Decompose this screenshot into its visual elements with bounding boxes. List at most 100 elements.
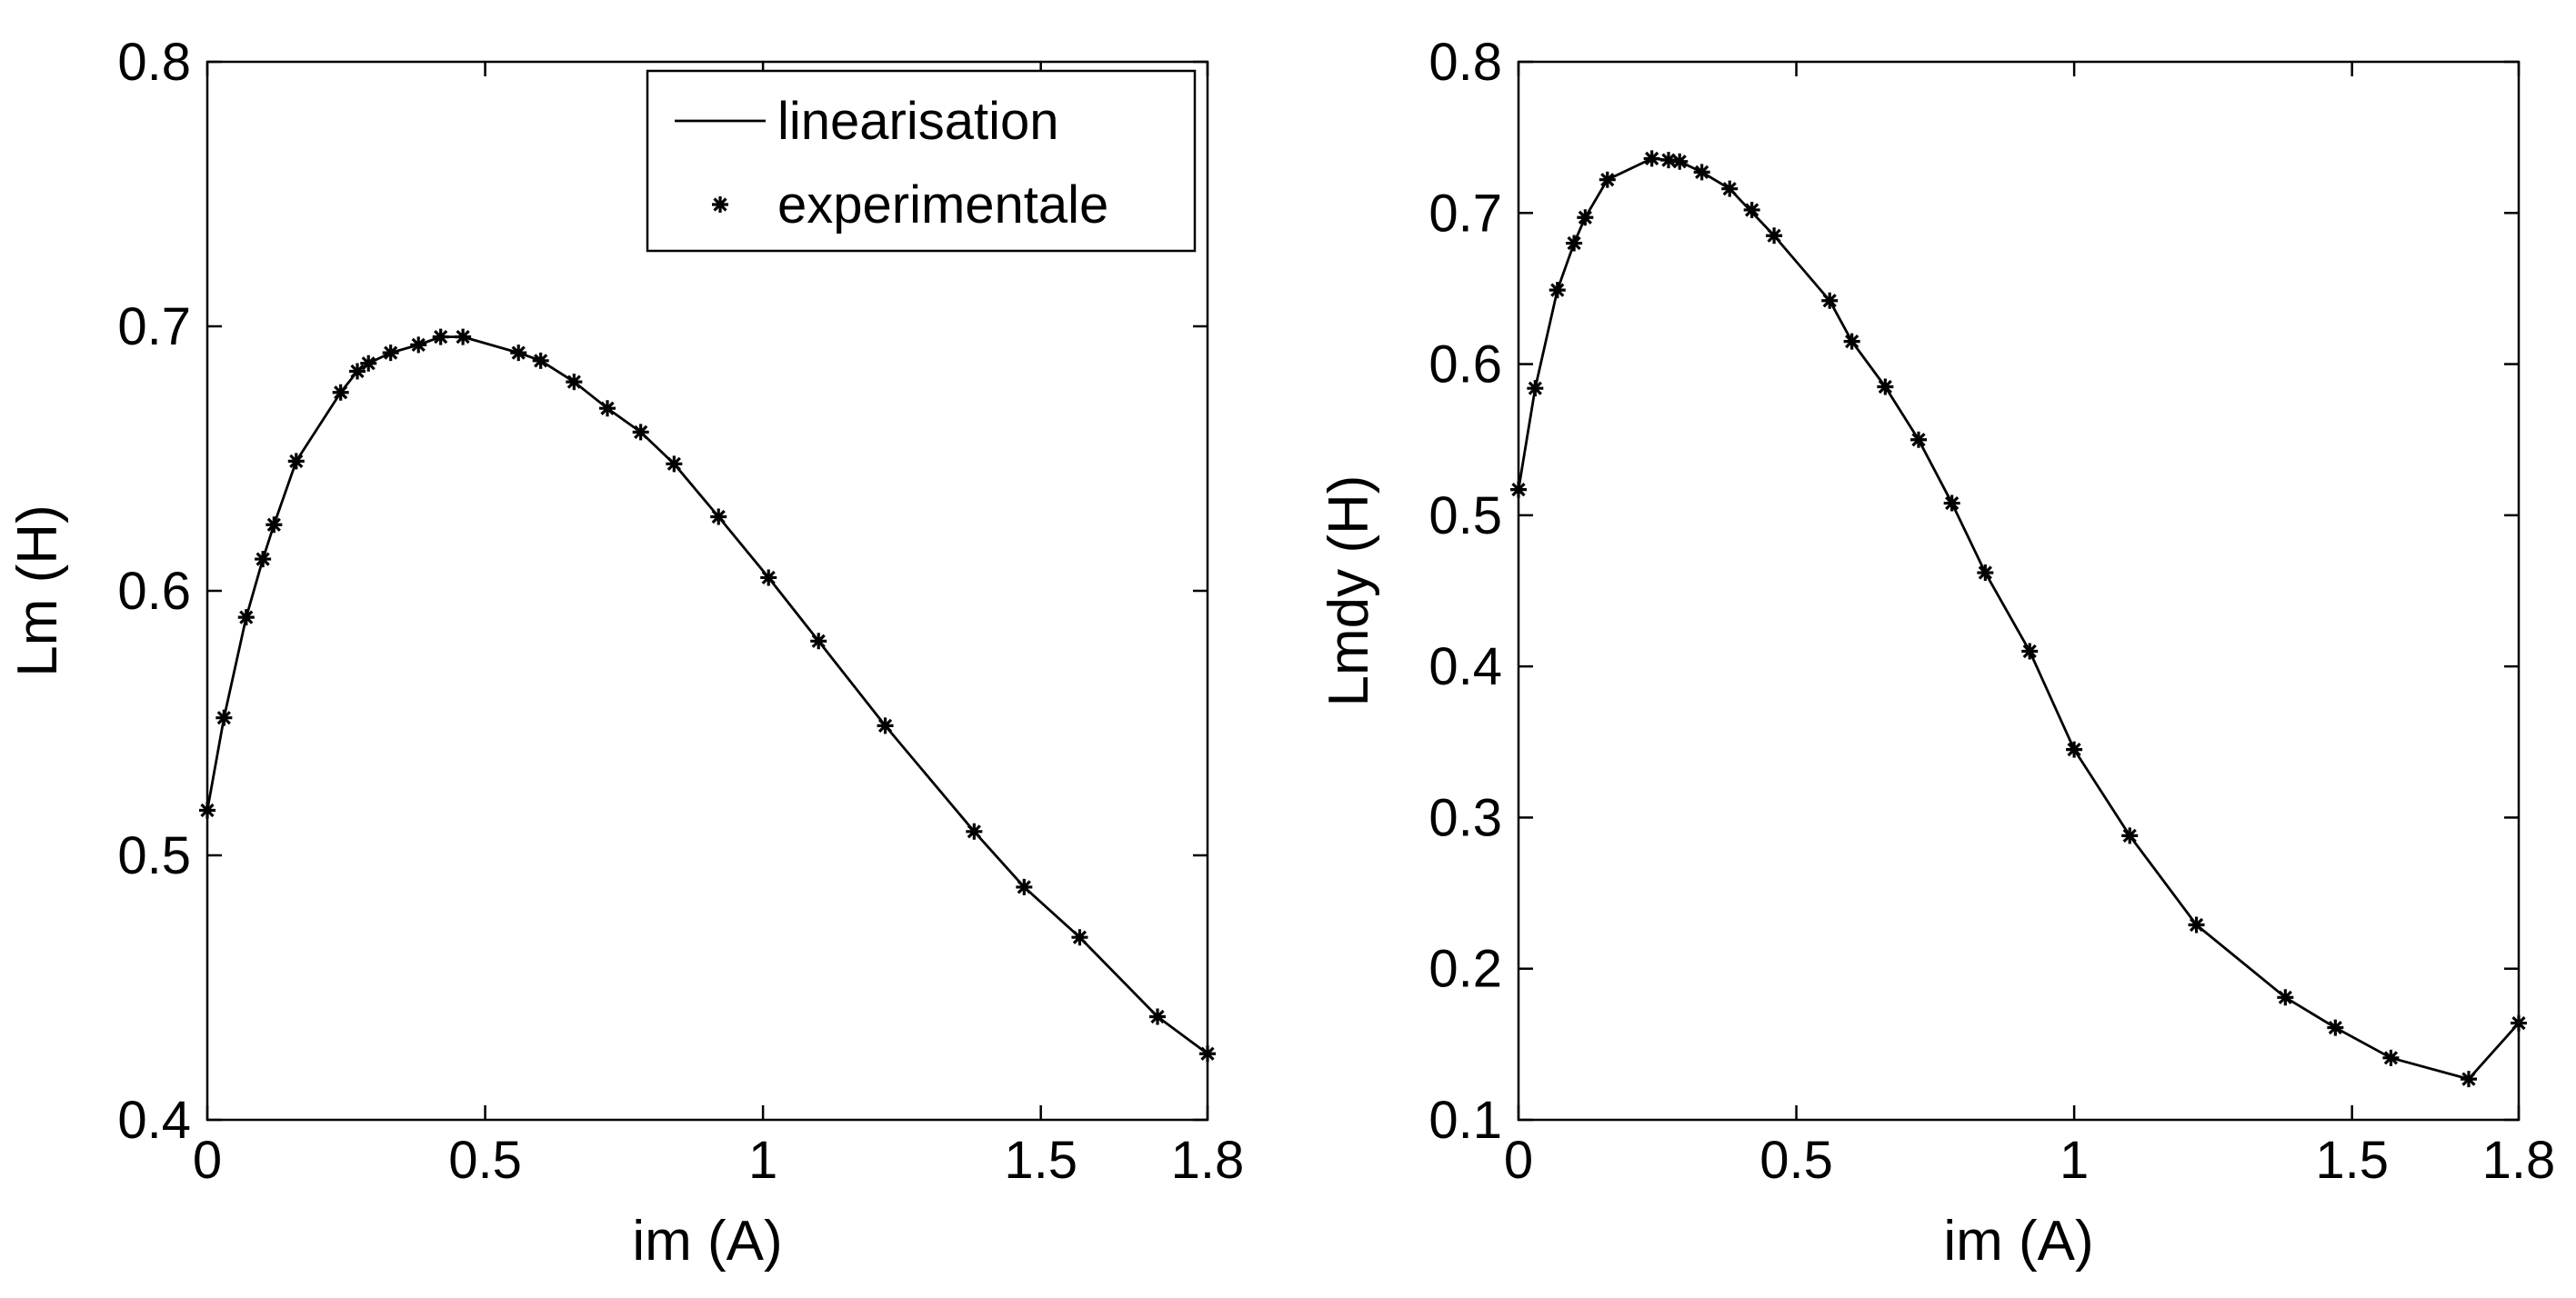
experimentale-point-glyph [760,569,777,586]
experimentale-point [666,455,683,473]
experimentale-point [255,551,272,568]
series-experimentale-markers [1510,150,2527,1088]
experimentale-point-glyph [237,609,255,626]
experimentale-point [2382,1049,2400,1066]
experimentale-point-glyph [2277,989,2294,1006]
experimentale-point-glyph [360,354,377,372]
experimentale-point-glyph [666,455,683,473]
experimentale-point [532,352,549,369]
experimentale-point [332,384,349,401]
y-tick-label: 0.8 [1428,33,1502,92]
experimentale-point-glyph [810,633,827,650]
x-tick-label: 1 [748,1131,777,1190]
experimentale-point [382,344,399,362]
experimentale-point-glyph [332,384,349,401]
experimentale-point [2327,1019,2344,1036]
experimentale-point [1671,153,1689,170]
experimentale-point-glyph [1527,380,1544,397]
experimentale-point-glyph [510,344,527,362]
legend-label: experimentale [777,175,1108,235]
x-axis-label: im (A) [632,1210,782,1273]
y-axis-label: Lm (H) [6,504,69,676]
experimentale-point-glyph [1016,878,1033,895]
experimentale-point-glyph [1766,227,1783,245]
experimentale-point-glyph [455,328,472,345]
x-tick-label: 0.5 [448,1131,522,1190]
y-tick-label: 0.3 [1428,788,1502,847]
experimentale-point-glyph [382,344,399,362]
experimentale-point-glyph [532,352,549,369]
experimentale-point-glyph [1149,1008,1166,1025]
experimentale-point [1821,292,1839,309]
experimentale-point [2121,827,2139,844]
experimentale-point-glyph [216,709,233,726]
legend-star-swatch [712,196,728,213]
experimentale-point [1660,152,1677,169]
experimentale-point-glyph [2382,1049,2400,1066]
experimentale-point-glyph [2327,1019,2344,1036]
y-tick-label: 0.5 [1428,486,1502,545]
experimentale-point [1943,494,1960,512]
experimentale-point [877,717,894,734]
experimentale-point-glyph [1910,431,1927,448]
experimentale-point-glyph [966,823,983,840]
experimentale-point-glyph [199,802,216,819]
experimentale-point [1527,380,1544,397]
experimentale-point-glyph [1821,292,1839,309]
experimentale-point-glyph [877,717,894,734]
experimentale-point [760,569,777,586]
experimentale-point-glyph [1643,150,1660,167]
experimentale-point-glyph [1671,153,1689,170]
legend-label: linearisation [777,92,1059,151]
experimentale-point [1743,201,1760,218]
experimentale-point [2277,989,2294,1006]
experimentale-point [1071,929,1088,946]
experimentale-point-glyph [1877,378,1894,395]
x-tick-label: 1.8 [1171,1131,1245,1190]
experimentale-point [1599,171,1616,188]
legend: linearisation experimentale [646,69,1197,253]
axes-box [1517,60,2521,1122]
experimentale-point [1910,431,1927,448]
x-tick-label: 1.5 [2315,1131,2389,1190]
experimentale-point [410,336,427,354]
experimentale-point [455,328,472,345]
y-tick-label: 0.2 [1428,940,1502,999]
experimentale-point [599,400,616,417]
experimentale-point-glyph [1071,929,1088,946]
experimentale-point [710,508,727,525]
right-chart-lmdy: 0 0.5 1 1.5 1.8 0.1 0.2 0.3 0.4 0.5 0.6 0.7 0.8 im (A… [1318,33,2555,1273]
experimentale-point [1643,150,1660,167]
experimentale-point [287,453,305,470]
experimentale-point-glyph [632,424,649,441]
x-axis-label: im (A) [1943,1210,2093,1273]
experimentale-point-glyph [1660,152,1677,169]
experimentale-point-glyph [566,374,583,391]
experimentale-point-glyph [2511,1014,2527,1032]
experimentale-point-glyph [1721,180,1739,197]
experimentale-point [1577,209,1594,226]
x-tick-label: 1 [2060,1131,2089,1190]
experimentale-point-glyph [287,453,305,470]
experimentale-point [349,363,366,380]
experimentale-point-glyph [432,328,449,345]
experimentale-point [237,609,255,626]
experimentale-point-glyph [710,508,727,525]
y-axis-label: Lmdy (H) [1318,475,1380,707]
experimentale-point [2021,643,2039,660]
experimentale-point-glyph [2121,827,2139,844]
experimentale-point [199,802,216,819]
experimentale-point-glyph [1977,564,1994,582]
experimentale-point [2511,1014,2527,1032]
experimentale-point [1766,227,1783,245]
experimentale-point [2188,916,2205,934]
y-tick-label: 0.7 [1428,184,1502,243]
experimentale-point [216,709,233,726]
x-tick-label: 1.5 [1004,1131,1078,1190]
experimentale-point-glyph [1599,171,1616,188]
legend-box [646,69,1197,253]
x-tick-label: 0.5 [1759,1131,1833,1190]
experimentale-point [1843,333,1860,350]
y-tick-label: 0.4 [1428,637,1502,696]
